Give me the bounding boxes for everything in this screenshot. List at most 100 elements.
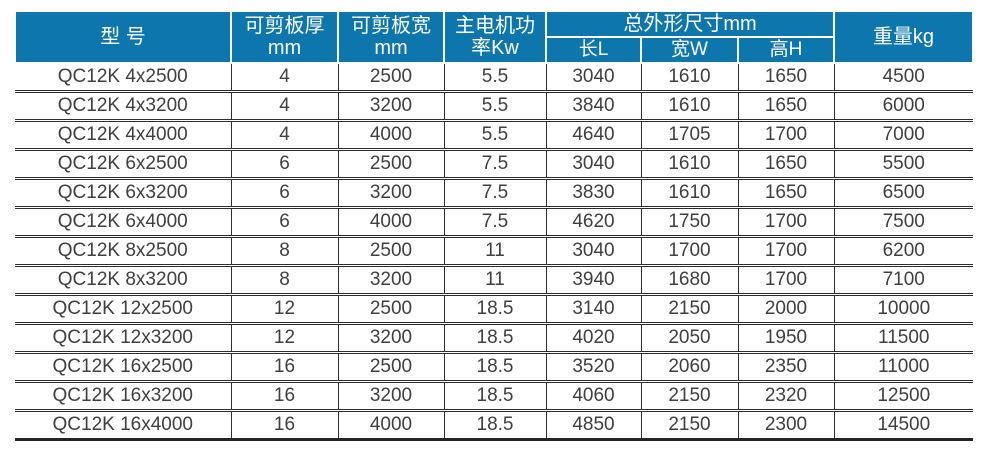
header-model: 型 号 [14, 10, 232, 64]
value-cell: 2000 [737, 294, 835, 325]
value-cell: 3040 [545, 63, 642, 93]
value-cell: 1705 [640, 120, 739, 151]
value-cell: 8 [230, 265, 339, 296]
model-cell: QC12K 16x4000 [15, 410, 232, 441]
value-cell: 11000 [833, 352, 973, 383]
value-cell: 7000 [833, 120, 973, 151]
header-cut-width-unit: mm [374, 37, 408, 59]
table-row: QC12K 16x4000 16 4000 18.5 4850 2150 2300 14500 [15, 410, 973, 441]
header-cut-thickness: 可剪板厚 mm [230, 10, 339, 64]
value-cell: 4000 [337, 207, 445, 238]
value-cell: 7.5 [443, 178, 547, 209]
value-cell: 6 [230, 207, 339, 238]
model-cell: QC12K 4x2500 [15, 63, 232, 93]
value-cell: 3040 [545, 236, 642, 267]
value-cell: 1610 [640, 91, 739, 122]
value-cell: 7.5 [443, 207, 547, 238]
value-cell: 4 [230, 91, 339, 122]
value-cell: 3940 [545, 265, 642, 296]
value-cell: 4060 [545, 381, 642, 412]
value-cell: 1610 [640, 178, 739, 209]
header-cut-width-label: 可剪板宽 [351, 15, 431, 37]
value-cell: 6 [230, 149, 339, 180]
value-cell: 1700 [737, 207, 835, 238]
value-cell: 5.5 [443, 120, 547, 151]
value-cell: 1950 [737, 323, 835, 354]
value-cell: 4 [230, 63, 339, 93]
value-cell: 2500 [337, 294, 445, 325]
value-cell: 4640 [545, 120, 642, 151]
value-cell: 6500 [833, 178, 973, 209]
value-cell: 1700 [640, 236, 739, 267]
value-cell: 2320 [737, 381, 835, 412]
value-cell: 4620 [545, 207, 642, 238]
value-cell: 12 [230, 323, 339, 354]
value-cell: 3200 [337, 91, 445, 122]
value-cell: 3140 [545, 294, 642, 325]
value-cell: 4020 [545, 323, 642, 354]
model-cell: QC12K 12x3200 [15, 323, 232, 354]
table-row: QC12K 6x2500 6 2500 7.5 3040 1610 1650 5500 [15, 149, 973, 180]
value-cell: 4 [230, 120, 339, 151]
value-cell: 5500 [833, 149, 973, 180]
value-cell: 18.5 [443, 294, 547, 325]
table-row: QC12K 12x2500 12 2500 18.5 3140 2150 2000 10000 [15, 294, 973, 325]
model-cell: QC12K 6x2500 [15, 149, 232, 180]
value-cell: 4500 [833, 63, 973, 93]
value-cell: 16 [230, 381, 339, 412]
value-cell: 8 [230, 236, 339, 267]
model-cell: QC12K 6x4000 [15, 207, 232, 238]
value-cell: 12500 [833, 381, 973, 412]
table-row: QC12K 8x2500 8 2500 11 3040 1700 1700 6200 [15, 236, 973, 267]
value-cell: 2150 [640, 381, 739, 412]
value-cell: 12 [230, 294, 339, 325]
value-cell: 2060 [640, 352, 739, 383]
header-motor-power-line2: 率Kw [471, 37, 519, 59]
value-cell: 2350 [737, 352, 835, 383]
value-cell: 3840 [545, 91, 642, 122]
value-cell: 1700 [737, 236, 835, 267]
table-header: 型 号 可剪板厚 mm 可剪板宽 mm 主电机功 率Kw 总外形尺寸mm 重量k… [14, 10, 974, 64]
model-cell: QC12K 6x3200 [15, 178, 232, 209]
value-cell: 18.5 [443, 352, 547, 383]
value-cell: 1700 [737, 120, 835, 151]
model-cell: QC12K 16x2500 [15, 352, 232, 383]
table-row: QC12K 4x2500 4 2500 5.5 3040 1610 1650 4500 [15, 63, 973, 93]
header-cut-thickness-label: 可剪板厚 [244, 15, 325, 37]
value-cell: 3200 [337, 178, 445, 209]
header-overall-dimensions: 总外形尺寸mm [545, 10, 835, 38]
value-cell: 1680 [640, 265, 739, 296]
value-cell: 2500 [337, 236, 445, 267]
model-cell: QC12K 16x3200 [15, 381, 232, 412]
table-row: QC12K 4x4000 4 4000 5.5 4640 1705 1700 7000 [15, 120, 973, 151]
table-row: QC12K 6x4000 6 4000 7.5 4620 1750 1700 7500 [15, 207, 973, 238]
table-row: QC12K 6x3200 6 3200 7.5 3830 1610 1650 6500 [15, 178, 973, 209]
value-cell: 1650 [737, 91, 835, 122]
value-cell: 4000 [337, 410, 445, 441]
table-body: QC12K 4x2500 4 2500 5.5 3040 1610 1650 4500 QC12… [15, 63, 973, 441]
value-cell: 2500 [337, 352, 445, 383]
table-row: QC12K 4x3200 4 3200 5.5 3840 1610 1650 6000 [15, 91, 973, 122]
table-row: QC12K 12x3200 12 3200 18.5 4020 2050 1950 11500 [15, 323, 973, 354]
value-cell: 7.5 [443, 149, 547, 180]
value-cell: 2150 [640, 294, 739, 325]
model-cell: QC12K 12x2500 [15, 294, 232, 325]
header-length: 长L [545, 36, 642, 64]
value-cell: 16 [230, 352, 339, 383]
value-cell: 3830 [545, 178, 642, 209]
value-cell: 16 [230, 410, 339, 441]
table-row: QC12K 8x3200 8 3200 11 3940 1680 1700 7100 [15, 265, 973, 296]
header-width: 宽W [640, 36, 739, 64]
value-cell: 1650 [737, 178, 835, 209]
table-row: QC12K 16x3200 16 3200 18.5 4060 2150 2320 12500 [15, 381, 973, 412]
model-cell: QC12K 4x3200 [15, 91, 232, 122]
model-cell: QC12K 8x2500 [15, 236, 232, 267]
value-cell: 4850 [545, 410, 642, 441]
value-cell: 3200 [337, 381, 445, 412]
header-height: 高H [737, 36, 835, 64]
value-cell: 18.5 [443, 410, 547, 441]
header-weight: 重量kg [833, 10, 974, 64]
value-cell: 7500 [833, 207, 973, 238]
value-cell: 5.5 [443, 91, 547, 122]
